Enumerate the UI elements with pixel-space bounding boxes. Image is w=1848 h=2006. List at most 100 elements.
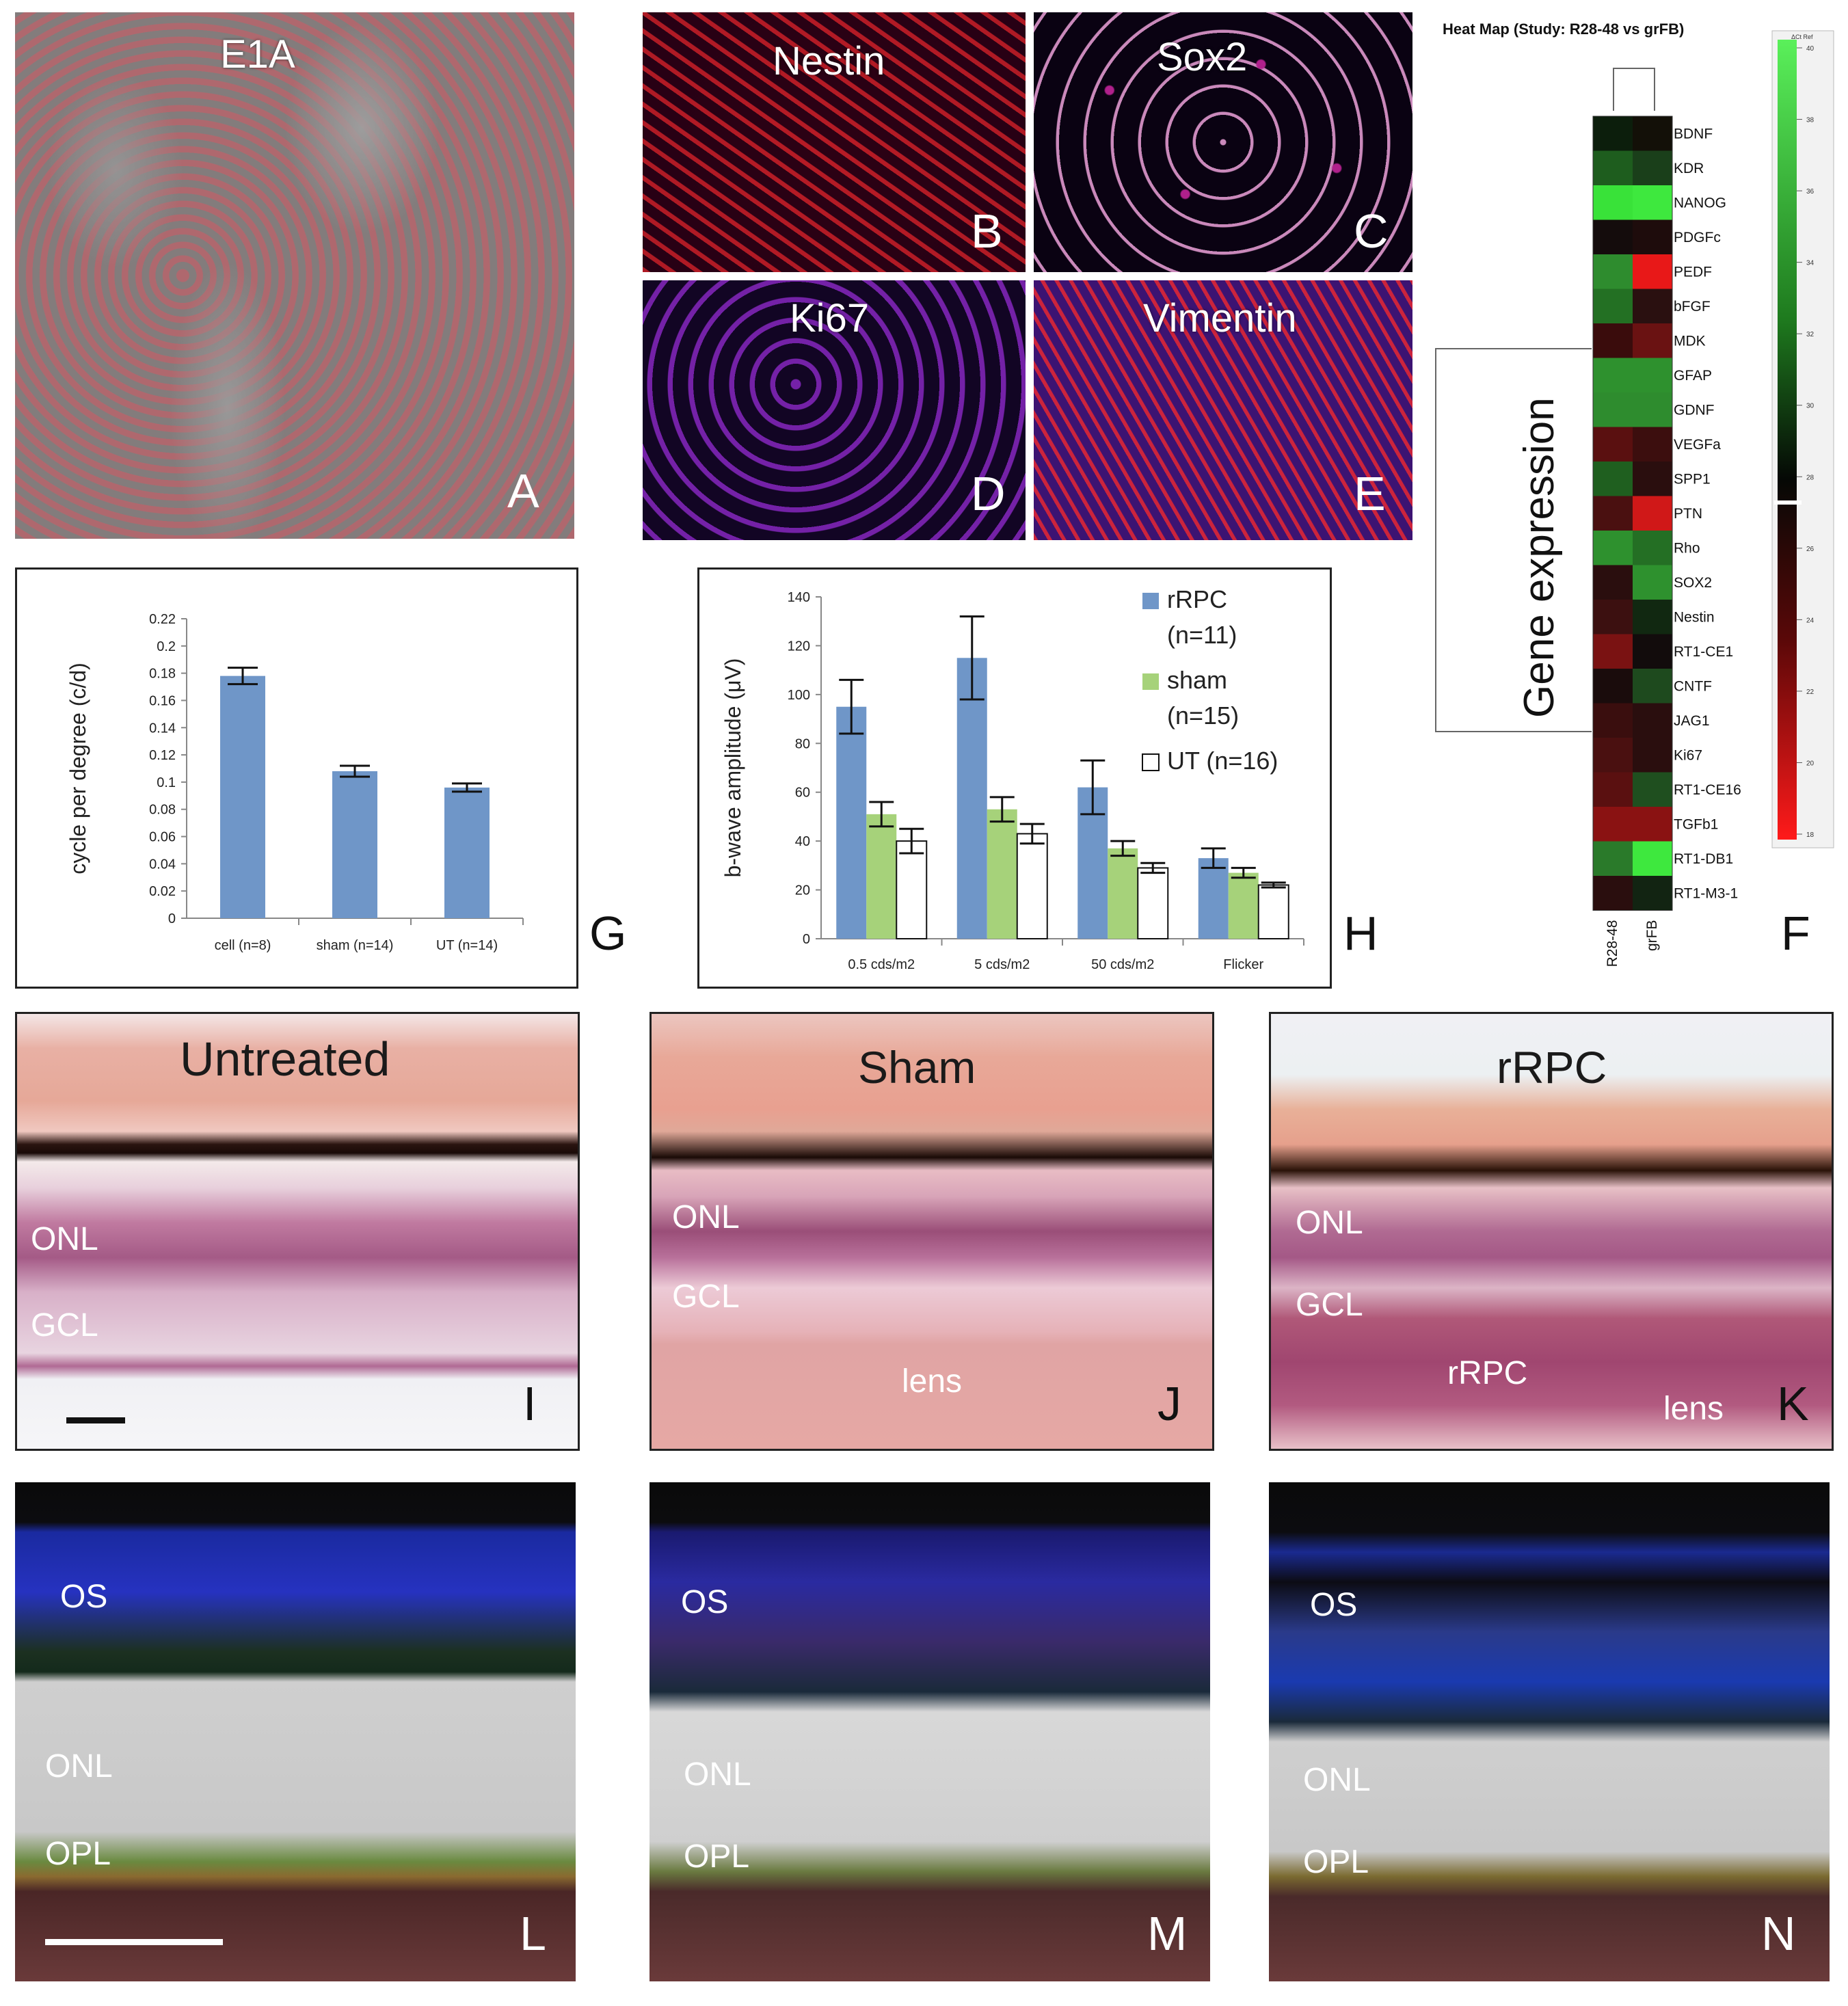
heatmap-cell [1633,254,1672,289]
panel-k-layer-lens: lens [1663,1391,1724,1427]
heatmap-scale-tick-label: 32 [1806,331,1814,338]
chart-g-bar [332,771,377,918]
heatmap-column-labels: R28-48 grFB [1605,920,1660,967]
panel-i-title: Untreated [180,1032,390,1086]
panel-a-letter: A [507,464,539,518]
panel-k-title: rRPC [1497,1042,1607,1093]
chart-h-legend-swatch [1142,753,1160,771]
panel-d-letter: D [971,467,1006,520]
heatmap-cell [1633,358,1672,392]
panel-m-letter: M [1147,1907,1188,1960]
panel-j-letter: J [1157,1377,1181,1430]
heatmap-cell [1593,634,1633,669]
chart-g-y-axis-label: cycle per degree (c/d) [66,663,90,874]
chart-h-y-tick-label: 60 [795,786,810,801]
panel-n-layer-onl: ONL [1303,1762,1371,1798]
chart-h-bar-ut [896,840,928,939]
heatmap-cell [1633,669,1672,704]
panel-j-layer-lens: lens [902,1363,963,1400]
chart-h-bar-rrpc [1198,858,1229,939]
heatmap-cell [1633,289,1672,323]
heatmap-cell [1593,116,1633,151]
chart-h-bar-sham [866,814,897,939]
panel-k-layer-onl: ONL [1296,1205,1363,1241]
heatmap-gene-label: KDR [1674,161,1704,176]
panel-l-layer-onl: ONL [45,1748,113,1784]
chart-g-y-tick-label: 0.08 [149,803,176,818]
heatmap-left-dendrogram [1435,348,1592,732]
heatmap-cell [1593,254,1633,289]
heatmap-side-label: Gene expression [1516,397,1563,718]
panel-n-fluorescence: OS ONL OPL N [1269,1482,1830,1981]
heatmap-cell [1633,565,1672,600]
chart-h-legend-label: (n=15) [1167,701,1239,730]
panel-a-label: E1A [220,32,295,77]
chart-g-y-tick-label: 0.12 [149,748,176,763]
panel-i-letter: I [523,1377,537,1430]
heatmap-scale-tick-label: 20 [1806,760,1814,767]
heatmap-scale-header: ΔCt Ref [1791,34,1813,40]
heatmap-cell [1633,600,1672,634]
chart-h-legend-label: (n=11) [1167,621,1237,649]
heatmap-cell [1633,219,1672,254]
panel-j-title: Sham [858,1042,976,1093]
chart-h-bar-ut [1016,833,1048,939]
heatmap-gene-label: SPP1 [1674,471,1711,487]
heatmap-title: Heat Map (Study: R28-48 vs grFB) [1443,21,1684,38]
panel-c-label: Sox2 [1157,35,1248,79]
panel-m-layer-os: OS [681,1584,729,1620]
heatmap-cell [1593,876,1633,911]
panel-n-layer-os: OS [1310,1587,1358,1623]
chart-h-y-tick-label: 140 [788,590,810,605]
heatmap-gene-label: TGFb1 [1674,816,1718,832]
chart-h-y-tick-label: 40 [795,834,810,849]
heatmap-column-label: R28-48 [1605,920,1620,967]
chart-h-bar-sham [987,809,1017,939]
heatmap-gene-label: Rho [1674,540,1700,556]
heatmap-cell [1593,703,1633,738]
heatmap-cell [1593,392,1633,427]
panel-b-label: Nestin [773,39,885,83]
heatmap-gene-label: Nestin [1674,609,1715,625]
heatmap-cell [1593,289,1633,323]
heatmap-gene-label: GDNF [1674,402,1715,418]
heatmap-gene-label: GFAP [1674,368,1712,384]
panel-e-letter: E [1354,467,1386,520]
panel-e-micrograph: Vimentin E [1034,280,1412,540]
chart-g-y-tick-label: 0.2 [157,639,176,654]
heatmap-cell [1593,323,1633,358]
heatmap-scale-tick-label: 18 [1806,831,1814,839]
heatmap-cell [1633,703,1672,738]
heatmap-scale-tick-label: 38 [1806,117,1814,124]
panel-n-layer-opl: OPL [1303,1844,1369,1880]
chart-g-y-tick-label: 0.02 [149,884,176,899]
chart-h-bar-ut [1257,884,1289,939]
chart-h-x-tick-label: 5 cds/m2 [974,957,1030,972]
heatmap-gene-label: VEGFa [1674,437,1721,453]
chart-h: 0 20 40 60 80 100 120 140 0.5 cds/m2 5 cds/m2 50 c… [721,585,1304,972]
heatmap-rows: BDNF KDR NANOG PDGFc PEDF bFGF MDK GFAP GDNF VEGF… [1592,116,1741,911]
panel-i-scale-bar [66,1417,125,1423]
panel-h-letter: H [1343,907,1378,960]
panel-l-fluorescence: OS ONL OPL L [15,1482,576,1981]
panel-i-histology: Untreated ONL GCL I [15,1012,580,1451]
heatmap-column-label: grFB [1644,920,1660,952]
heatmap-cell [1593,600,1633,634]
chart-h-bar-ut [1137,867,1169,939]
heatmap-cell [1633,496,1672,531]
heatmap-cell [1633,841,1672,876]
panel-g-frame: 0 0.02 0.04 0.06 0.08 0.1 0.12 0.14 0.16 0.18 0.2 0… [15,567,578,989]
heatmap-gene-label: RT1-CE1 [1674,644,1733,660]
heatmap-grid-border [1592,116,1673,911]
panel-c-letter: C [1354,204,1389,258]
heatmap-scale-tick-label: 34 [1806,260,1814,267]
heatmap-cell [1633,634,1672,669]
chart-g-x-tick-label: UT (n=14) [436,938,498,953]
chart-h-y-tick-label: 0 [803,932,810,947]
panel-l-letter: L [520,1907,546,1960]
heatmap-cell [1593,738,1633,773]
chart-g-x-tick-label: cell (n=8) [215,938,271,953]
chart-g-y-tick-label: 0.16 [149,693,176,708]
chart-h-legend-label: UT (n=16) [1167,747,1278,775]
heatmap-gene-label: MDK [1674,333,1706,349]
